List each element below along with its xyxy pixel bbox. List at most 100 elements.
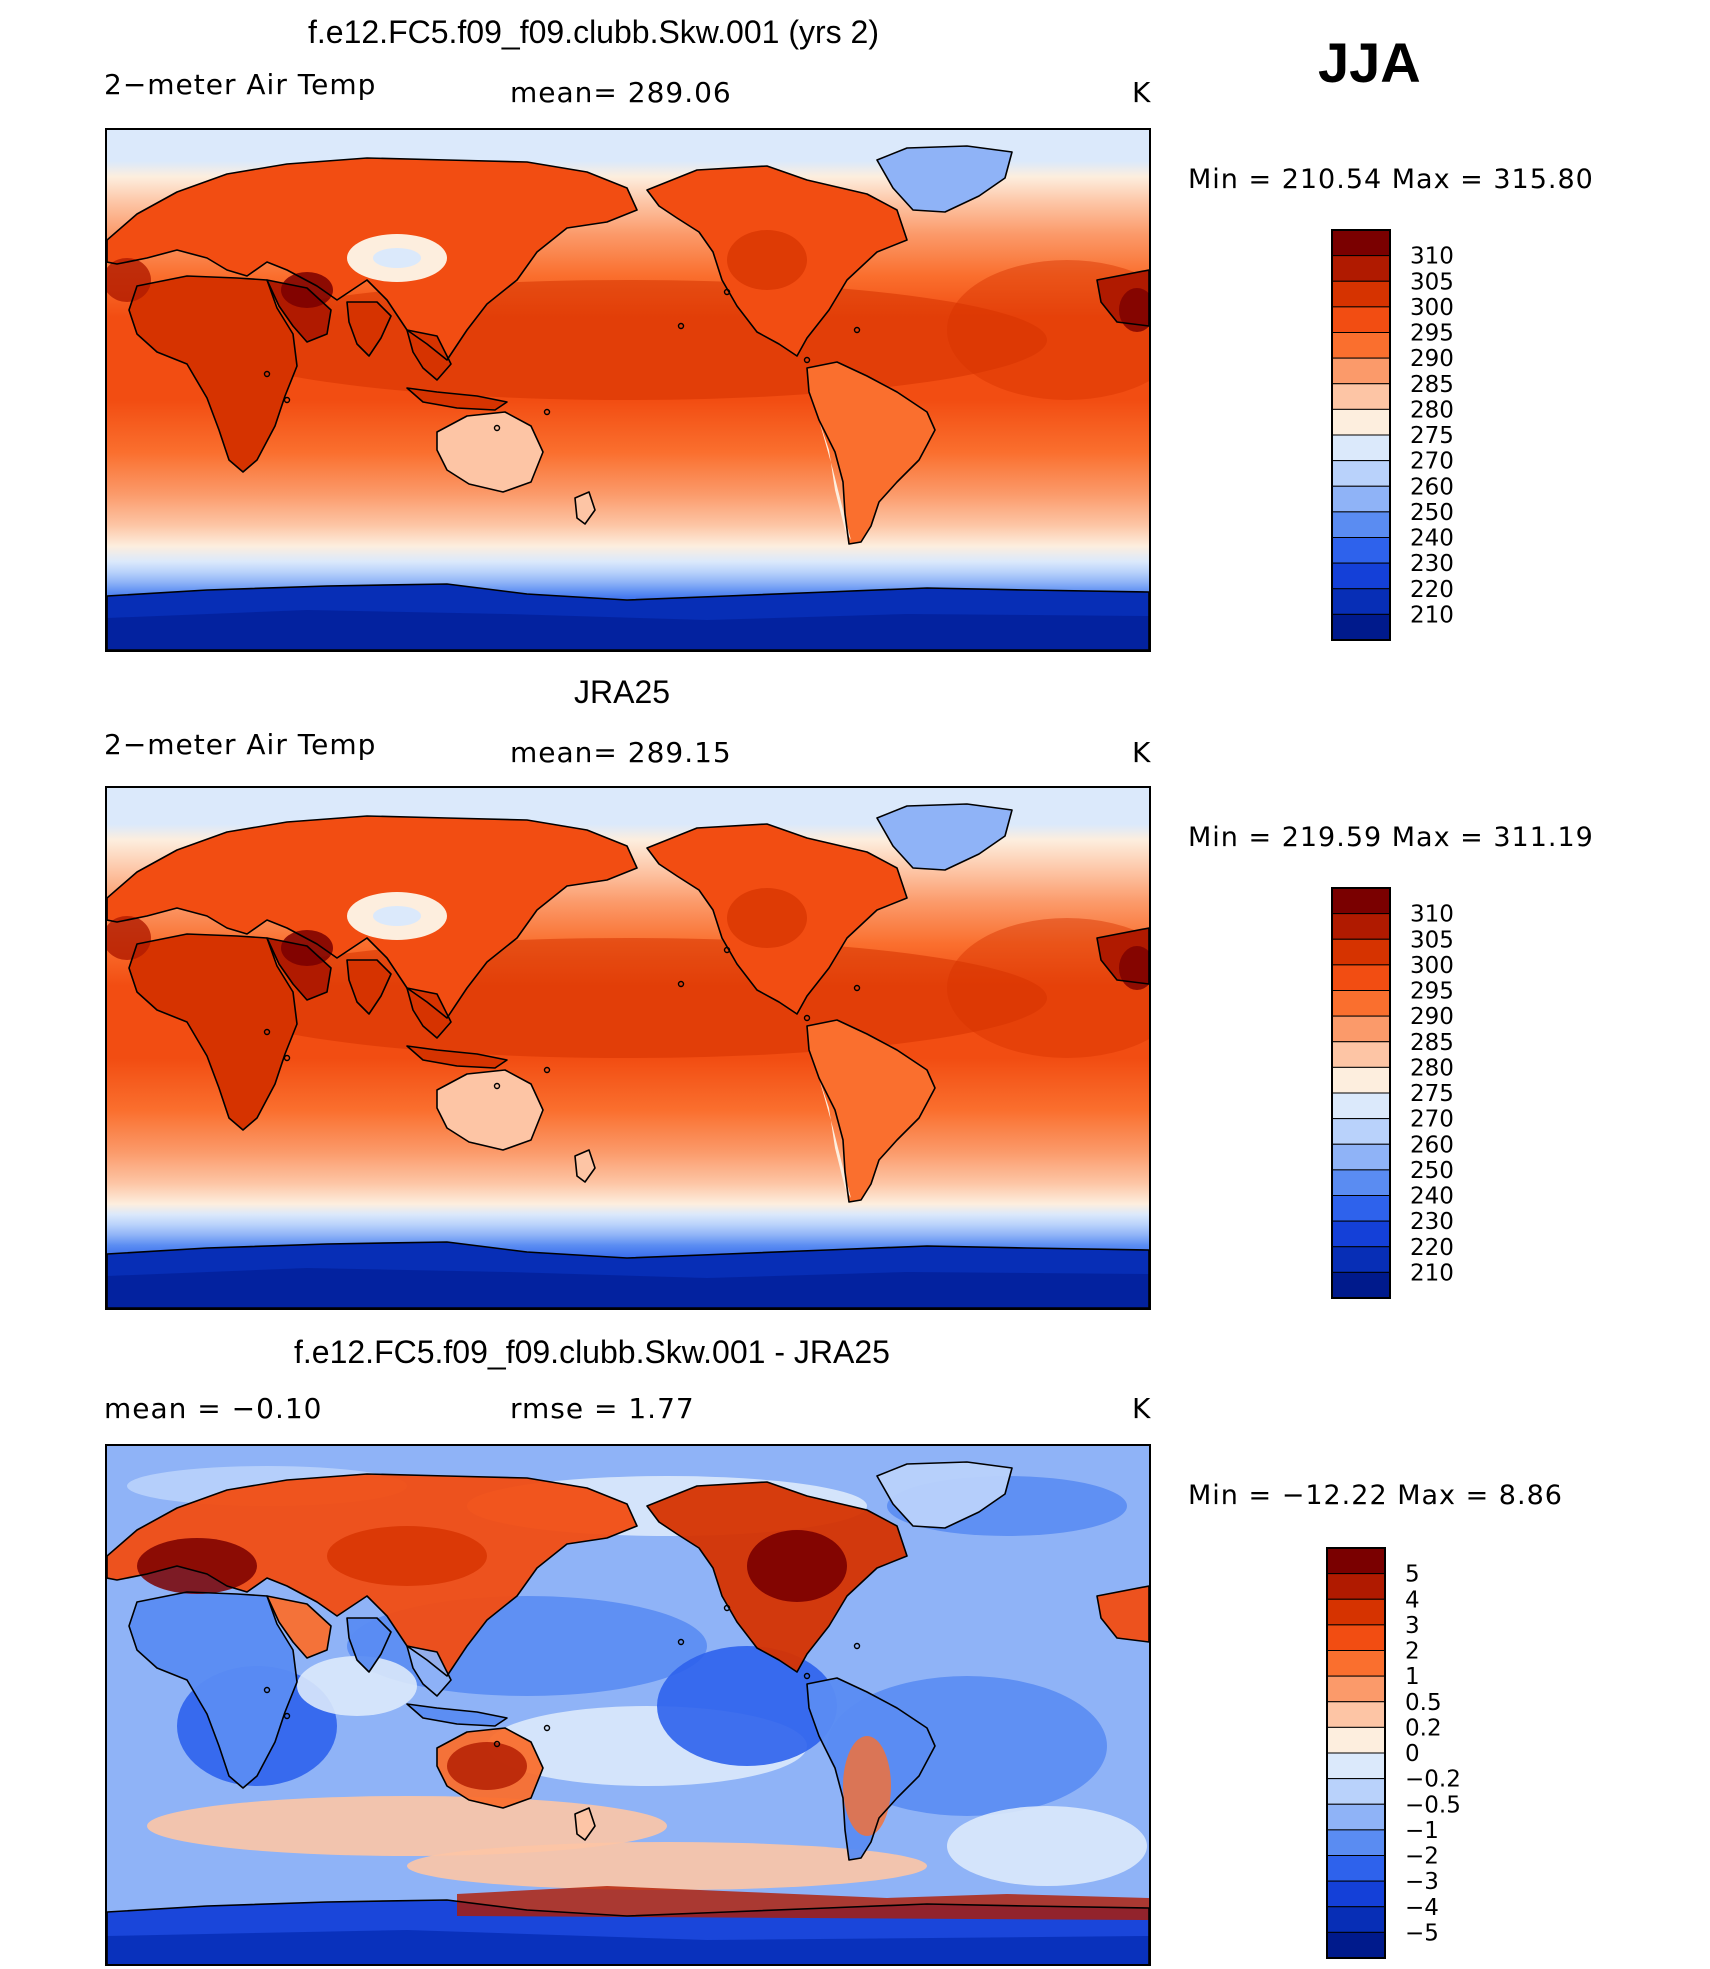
coastline-eurasia (107, 1473, 638, 1677)
coastline-seasia (406, 1645, 452, 1697)
coastline-namerica (646, 1481, 908, 1673)
colorbar-swatch (1331, 990, 1391, 1017)
island (853, 1642, 861, 1650)
colorbar-swatch (1331, 306, 1391, 333)
hot-anomaly (843, 1736, 891, 1836)
island (493, 424, 501, 432)
colorbar-swatch (1326, 1778, 1386, 1805)
panel3-units-label: K (1132, 1392, 1152, 1425)
colorbar-swatch (1331, 588, 1391, 615)
colorbar-swatch (1331, 383, 1391, 410)
colorbar-swatch (1331, 887, 1391, 915)
island (263, 370, 271, 378)
hot-anomaly (137, 1538, 257, 1594)
island (723, 288, 731, 296)
colorbar-tick-label: 300 (1410, 295, 1454, 321)
coastline-antarctica (107, 583, 1149, 650)
colorbar-tick-label: −3 (1405, 1869, 1439, 1895)
anomaly-patch (407, 1842, 927, 1890)
land-samerica (807, 1020, 935, 1202)
coastline-samerica (806, 361, 936, 545)
colorbar-swatch (1331, 485, 1391, 513)
colorbar-swatch (1331, 1220, 1391, 1248)
colorbar-tick-label: 240 (1410, 1184, 1454, 1210)
island (263, 1028, 271, 1036)
land-africa (129, 1592, 297, 1788)
hot-spot (281, 272, 333, 308)
colorbar-swatch (1326, 1880, 1386, 1908)
coastline-arabia (266, 937, 332, 1001)
coastline-namerica (646, 165, 908, 357)
colorbar-swatch (1331, 280, 1391, 308)
island (853, 984, 861, 992)
colorbar-swatch (1331, 408, 1391, 436)
colorbar-swatch (1331, 1015, 1391, 1043)
colorbar-tick-label: 295 (1410, 321, 1454, 347)
colorbar-swatch (1331, 460, 1391, 487)
coastline-greenland (876, 1461, 1013, 1529)
land-africa (129, 934, 297, 1130)
colorbar-swatch (1331, 1066, 1391, 1094)
land-indonesia (407, 1704, 507, 1726)
colorbar-tick-label: 5 (1405, 1562, 1420, 1588)
colorbar-tick-label: 295 (1410, 979, 1454, 1005)
colorbar-swatch (1331, 613, 1391, 641)
island (677, 322, 685, 330)
tibet-core (373, 906, 421, 926)
panel2-minmax: Min = 219.59 Max = 311.19 (1188, 822, 1594, 853)
colorbar-tick-label: 0 (1405, 1741, 1420, 1767)
colorbar-swatch (1331, 1195, 1391, 1222)
colorbar-swatch (1331, 511, 1391, 538)
andes-strip (819, 420, 851, 540)
coastline-australia (436, 1069, 544, 1151)
island (493, 1082, 501, 1090)
colorbar-tick-label: 3 (1405, 1613, 1420, 1639)
island (803, 1672, 811, 1680)
colorbar-tick-label: 285 (1410, 1030, 1454, 1056)
colorbar-swatch (1326, 1906, 1386, 1933)
coastline-nz (574, 1149, 596, 1183)
colorbar-tick-label: −2 (1405, 1844, 1439, 1870)
island (283, 396, 291, 404)
island (543, 408, 551, 416)
colorbar-swatch (1326, 1624, 1386, 1651)
colorbar-tick-label: 275 (1410, 1081, 1454, 1107)
colorbar-tick-label: 250 (1410, 1158, 1454, 1184)
colorbar-tick-label: −0.2 (1405, 1767, 1461, 1793)
coastline-seasia (406, 329, 452, 381)
island (803, 1014, 811, 1022)
land-indonesia (407, 388, 507, 410)
island (283, 1054, 291, 1062)
warm-band (947, 260, 1149, 400)
colorbar-swatch (1331, 357, 1391, 385)
hot-spot (1119, 946, 1149, 990)
colorbar-tick-label: −5 (1405, 1920, 1439, 1946)
colorbar-swatch (1326, 1829, 1386, 1856)
island (543, 1724, 551, 1732)
panel1-units-label: K (1132, 76, 1152, 109)
colorbar-swatch (1326, 1803, 1386, 1831)
panel2-title: JRA25 (574, 674, 671, 710)
colorbar-swatch (1331, 562, 1391, 590)
panel1-mean-label: mean= 289.06 (510, 76, 732, 109)
colorbar-swatch (1326, 1598, 1386, 1626)
island (723, 1604, 731, 1612)
colorbar-swatch (1331, 537, 1391, 564)
land-australia (437, 412, 543, 492)
hot-spot (1119, 288, 1149, 332)
island (543, 1066, 551, 1074)
colorbar-tick-label: 4 (1405, 1587, 1420, 1613)
colorbar-swatch (1331, 938, 1391, 966)
coastline-antarctica (107, 1241, 1149, 1308)
colorbar-tick-label: 290 (1410, 1004, 1454, 1030)
panel3-field (107, 1446, 1149, 1964)
anomaly-patch (297, 1656, 417, 1716)
land-samerica (807, 362, 935, 544)
coastline-eurasia (107, 157, 638, 361)
colorbar-tick-label: 0.5 (1405, 1690, 1442, 1716)
coastline-australia (436, 1727, 544, 1809)
colorbar-tick-label: 305 (1410, 927, 1454, 953)
panel1-colorbar: 3103053002952902852802752702602502402302… (1331, 229, 1454, 641)
island (677, 1638, 685, 1646)
